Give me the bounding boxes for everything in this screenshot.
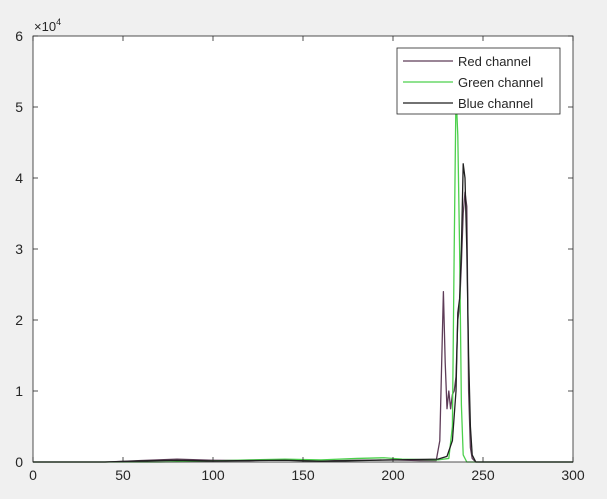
- y-exponent-label: ×104: [34, 17, 61, 34]
- y-tick-label: 6: [15, 28, 23, 44]
- y-tick-label: 1: [15, 383, 23, 399]
- x-tick-label: 250: [471, 467, 495, 483]
- legend-label: Blue channel: [458, 96, 533, 111]
- y-exponent-base: ×10: [34, 19, 56, 34]
- y-tick-label: 5: [15, 99, 23, 115]
- x-tick-label: 0: [29, 467, 37, 483]
- tick-layer: 0 50 100 150 200 250 300 0 1 2 3 4 5 6: [15, 28, 585, 483]
- x-tick-label: 200: [381, 467, 405, 483]
- y-exponent-power: 4: [56, 17, 61, 27]
- legend[interactable]: Red channel Green channel Blue channel: [396, 47, 561, 115]
- legend-label: Green channel: [458, 75, 543, 90]
- x-tick-label: 150: [291, 467, 315, 483]
- legend-label: Red channel: [458, 54, 531, 69]
- x-tick-label: 100: [201, 467, 225, 483]
- y-tick-label: 0: [15, 454, 23, 470]
- y-tick-label: 3: [15, 241, 23, 257]
- y-tick-label: 4: [15, 170, 23, 186]
- x-tick-label: 50: [115, 467, 131, 483]
- x-tick-label: 300: [561, 467, 585, 483]
- series-line-green-channel: [33, 92, 573, 463]
- y-tick-label: 2: [15, 312, 23, 328]
